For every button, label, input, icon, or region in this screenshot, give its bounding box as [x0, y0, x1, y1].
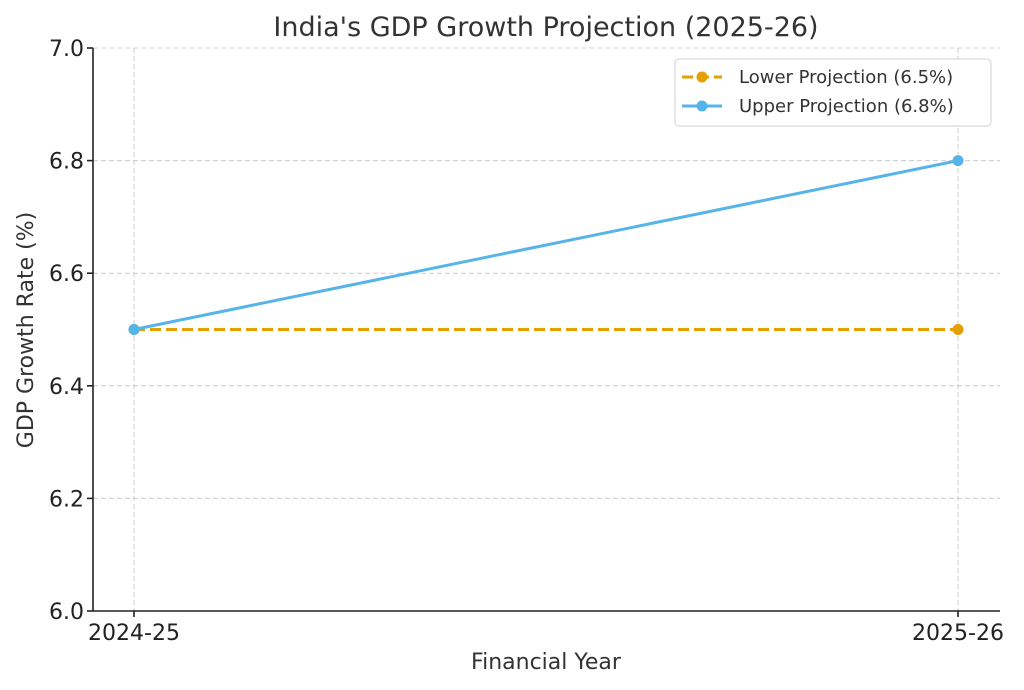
y-tick-label: 6.2 — [49, 487, 84, 512]
legend-label: Upper Projection (6.8%) — [739, 96, 954, 117]
legend-marker — [696, 100, 708, 112]
series-lower — [128, 324, 964, 335]
data-point — [952, 324, 964, 335]
axes-layer — [92, 48, 1000, 612]
series-line — [133, 159, 959, 331]
ticks-layer: 6.0 6.2 6.4 6.6 6.8 7.0 2024-25 2025-26 — [49, 37, 1004, 646]
legend-label: Lower Projection (6.5%) — [739, 67, 953, 88]
y-tick-label: 7.0 — [49, 37, 84, 62]
legend: Lower Projection (6.5%) Upper Projection … — [674, 58, 992, 127]
x-tick-label: 2025-26 — [912, 621, 1004, 646]
x-axis-label: Financial Year — [471, 650, 622, 675]
data-point — [952, 155, 964, 167]
y-tick-label: 6.8 — [49, 150, 84, 175]
series-upper — [128, 155, 964, 335]
series-layer — [128, 155, 964, 335]
y-tick-label: 6.4 — [49, 375, 84, 400]
x-tick-label: 2024-25 — [88, 621, 180, 646]
data-point — [128, 324, 140, 335]
y-axis-label: GDP Growth Rate (%) — [14, 212, 39, 448]
y-tick-label: 6.0 — [49, 600, 84, 625]
legend-marker — [696, 71, 708, 83]
y-tick-label: 6.6 — [49, 262, 84, 287]
legend-frame — [674, 58, 992, 127]
chart-title: India's GDP Growth Projection (2025-26) — [273, 12, 818, 43]
